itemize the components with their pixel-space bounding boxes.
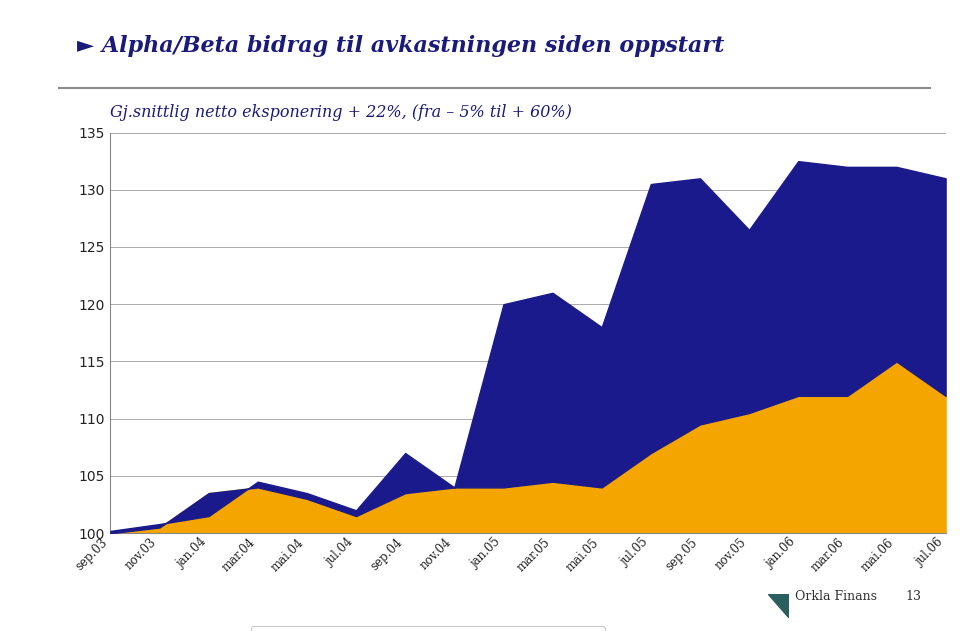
- Legend: Alpha return, Beta return (vs MSCI Nordic): Alpha return, Beta return (vs MSCI Nordi…: [251, 626, 605, 631]
- Text: Gj.snittlig netto eksponering + 22%, (fra – 5% til + 60%): Gj.snittlig netto eksponering + 22%, (fr…: [110, 104, 572, 121]
- Polygon shape: [768, 594, 789, 618]
- Text: ► Alpha/Beta bidrag til avkastningen siden oppstart: ► Alpha/Beta bidrag til avkastningen sid…: [77, 35, 724, 57]
- Text: Orkla Finans: Orkla Finans: [795, 589, 876, 603]
- Text: 13: 13: [905, 589, 922, 603]
